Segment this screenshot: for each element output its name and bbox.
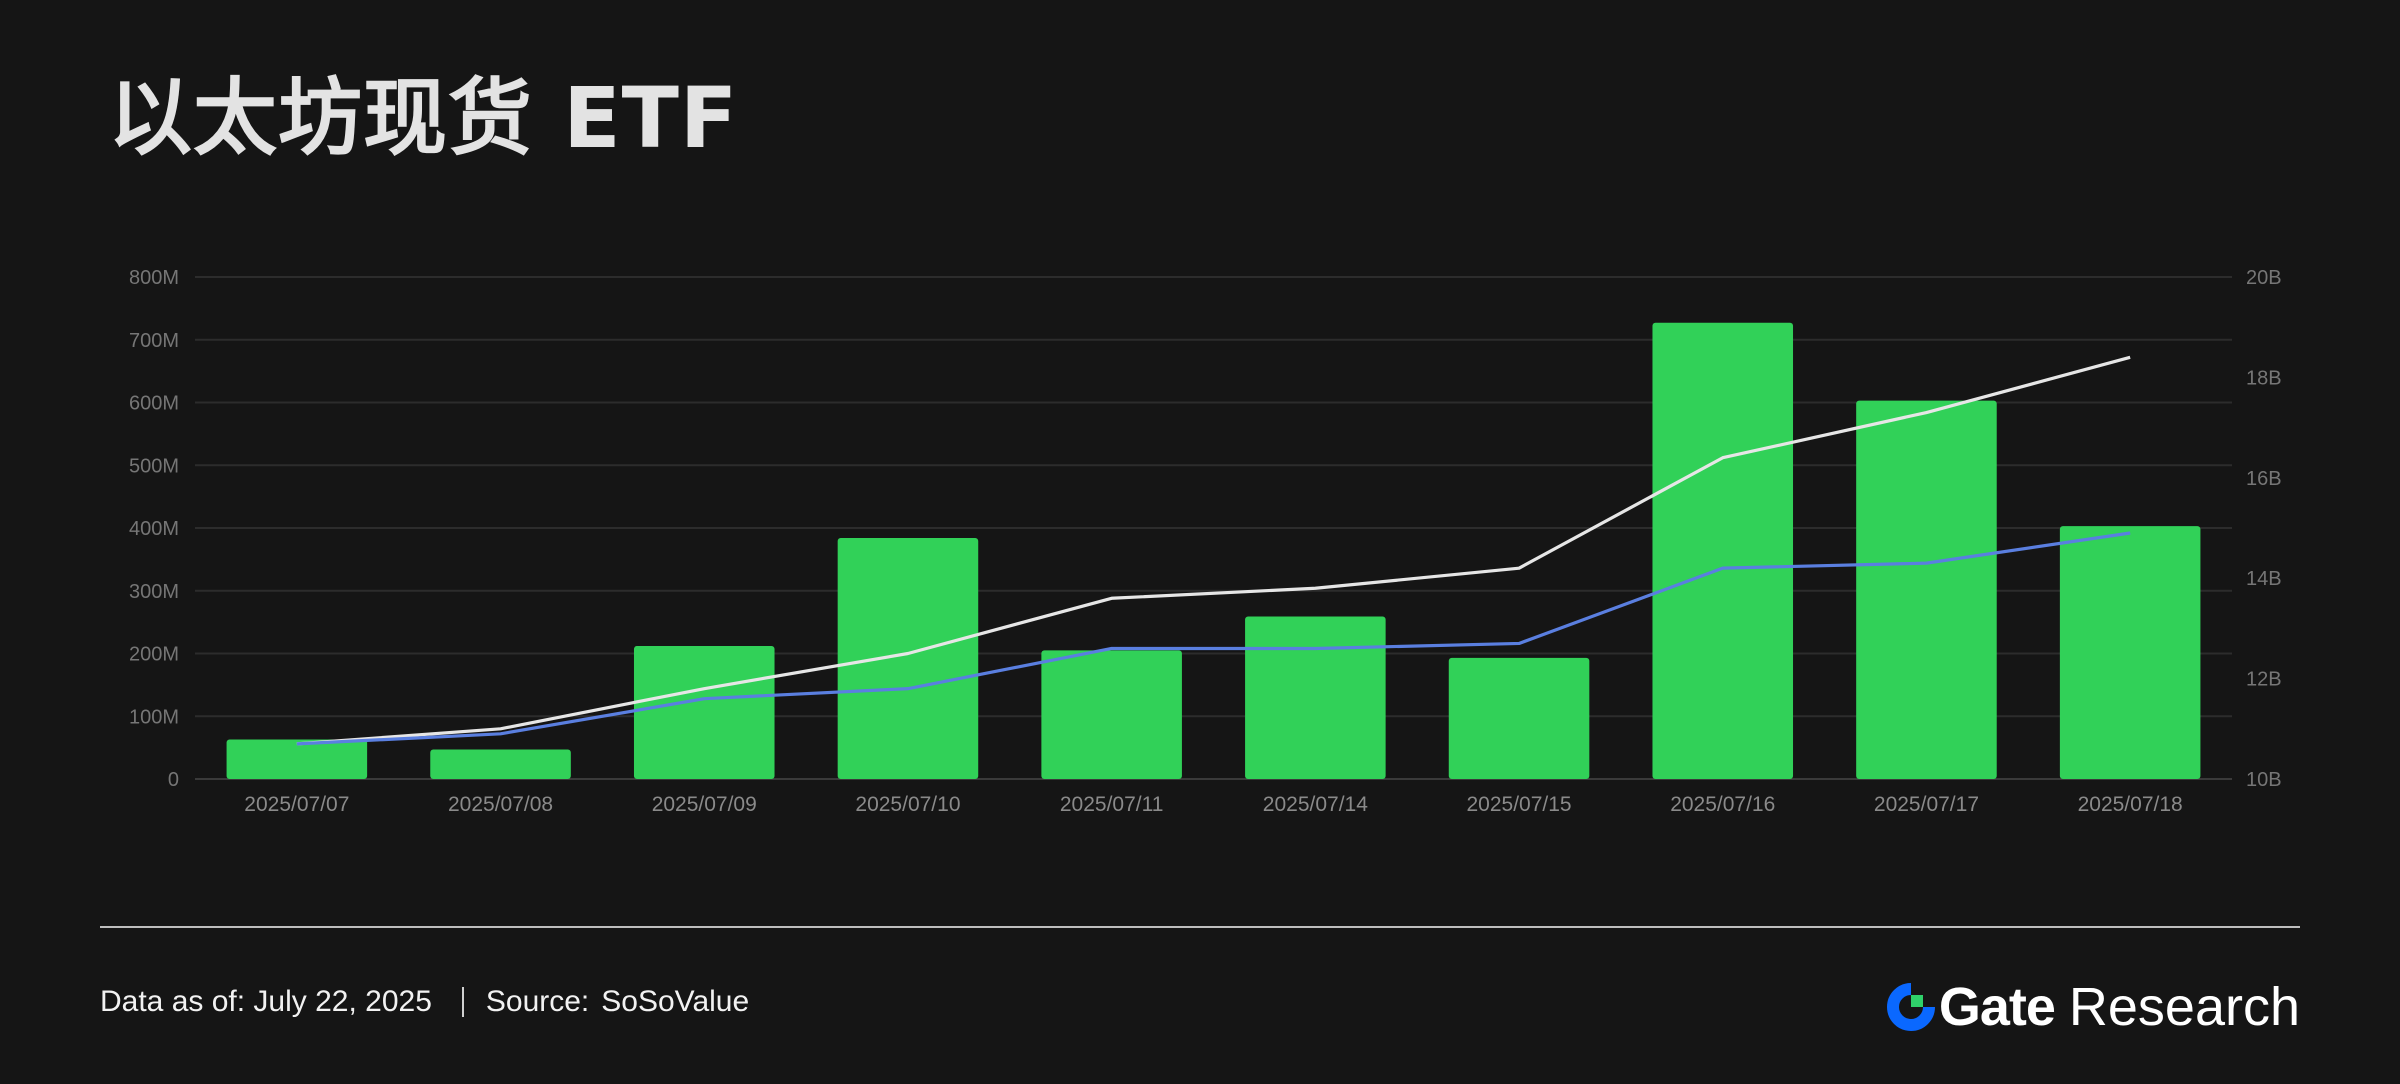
bar <box>430 749 571 779</box>
bar <box>1448 657 1590 779</box>
bar <box>2059 526 2201 779</box>
footer: Data as of: July 22, 2025 Source: SoSoVa… <box>100 985 749 1019</box>
footer-divider <box>100 926 2300 928</box>
y-left-tick-label: 100M <box>129 706 179 728</box>
x-tick-label: 2025/07/08 <box>448 793 553 816</box>
bar <box>1652 322 1794 779</box>
y-left-tick-label: 0 <box>168 769 179 791</box>
bar <box>1245 616 1386 779</box>
x-tick-label: 2025/07/07 <box>244 793 349 816</box>
x-tick-label: 2025/07/14 <box>1263 793 1368 816</box>
y-right-tick-label: 20B <box>2246 267 2282 289</box>
y-left-tick-label: 500M <box>129 455 179 477</box>
bar <box>226 739 368 779</box>
y-right-tick-label: 12B <box>2246 669 2282 691</box>
source-value: SoSoValue <box>601 985 750 1018</box>
footer-separator <box>461 987 464 1017</box>
x-tick-label: 2025/07/18 <box>2078 793 2183 816</box>
gate-research-logo: Gate Research <box>1885 976 2300 1038</box>
x-tick-label: 2025/07/11 <box>1060 793 1164 816</box>
x-tick-label: 2025/07/09 <box>652 793 757 816</box>
y-left-tick-label: 600M <box>129 393 179 415</box>
bar <box>633 645 775 779</box>
y-left-tick-label: 800M <box>129 267 179 289</box>
bar <box>837 538 979 779</box>
x-tick-label: 2025/07/15 <box>1466 793 1571 816</box>
etf-flow-chart: 0 100M 200M 300M 400M 500M 600M 700M 800M 10B 12B 1… <box>129 267 2282 816</box>
source-label: Source: <box>485 985 590 1018</box>
y-left-tick-label: 200M <box>129 644 179 666</box>
series-line <box>296 531 2131 746</box>
gate-logo-icon <box>1886 983 1935 1031</box>
brand-name: Gate <box>1938 977 2056 1037</box>
x-tick-label: 2025/07/16 <box>1670 793 1775 816</box>
y-left-tick-label: 300M <box>129 581 179 603</box>
data-as-of: Data as of: July 22, 2025 <box>100 985 432 1018</box>
series-line <box>296 355 2131 746</box>
y-left-tick-label: 400M <box>129 518 179 540</box>
x-tick-label: 2025/07/17 <box>1874 793 1979 816</box>
y-right-tick-label: 16B <box>2246 468 2282 490</box>
x-tick-label: 2025/07/10 <box>855 793 960 816</box>
y-right-tick-label: 10B <box>2246 769 2282 791</box>
brand-suffix: Research <box>2068 977 2300 1037</box>
y-right-tick-label: 18B <box>2246 367 2282 389</box>
bar <box>1041 650 1182 779</box>
y-left-tick-label: 700M <box>129 330 179 352</box>
y-right-tick-label: 14B <box>2246 568 2282 590</box>
chart-title: 以太坊现货 ETF <box>108 69 739 167</box>
bar <box>1856 400 1997 779</box>
